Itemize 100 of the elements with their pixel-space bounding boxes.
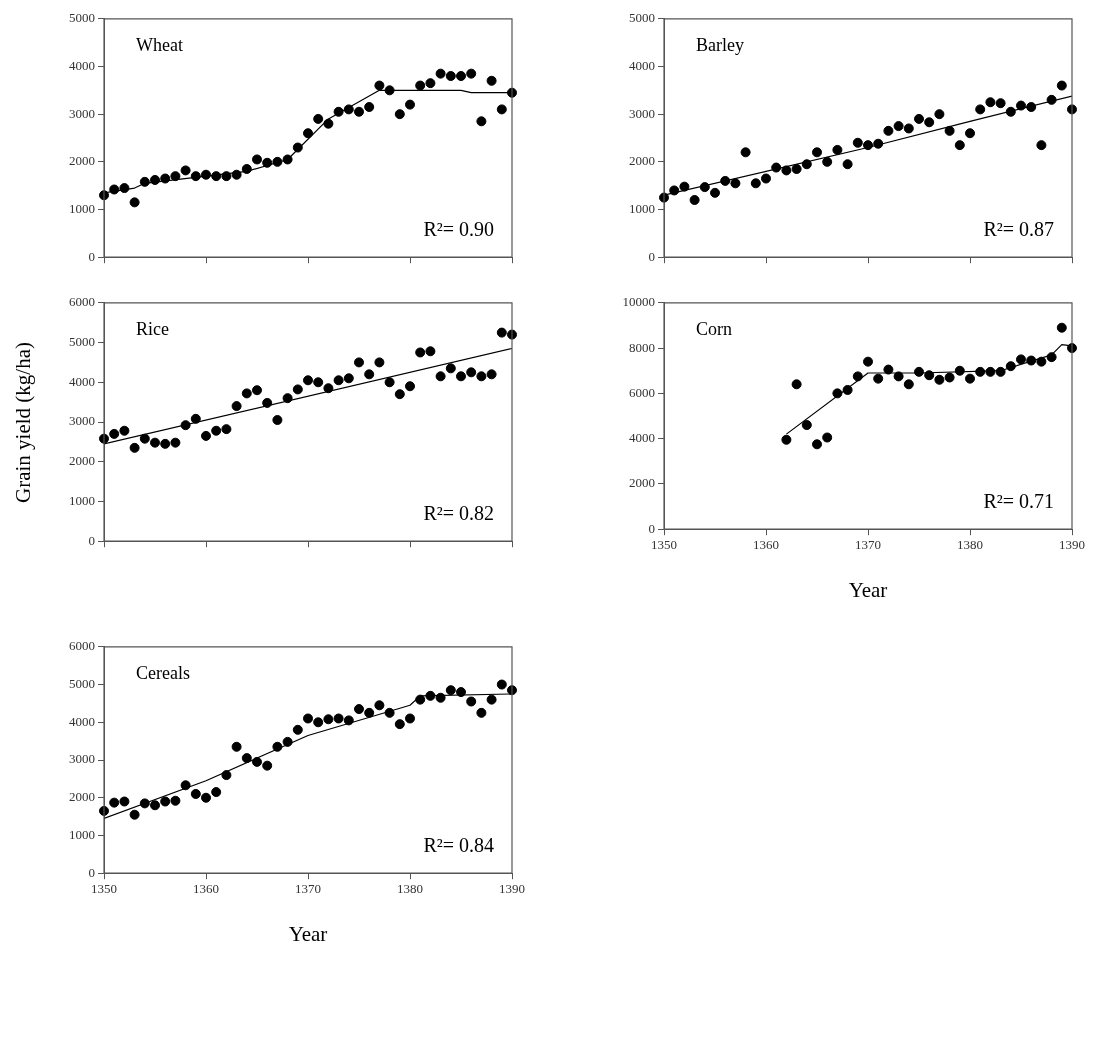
- point: [364, 369, 375, 380]
- y-tick-label: 4000: [69, 57, 95, 73]
- point: [272, 741, 283, 752]
- point: [1026, 102, 1037, 113]
- point: [272, 156, 283, 167]
- point: [466, 68, 477, 79]
- point: [863, 140, 873, 151]
- y-tick-label: 2000: [69, 153, 95, 169]
- point: [190, 413, 201, 424]
- point: [282, 736, 293, 747]
- x-tick-label: 1350: [91, 881, 117, 897]
- point: [995, 98, 1006, 109]
- point: [221, 770, 232, 781]
- point: [211, 425, 222, 436]
- point: [812, 439, 822, 450]
- annotation: R²= 0.82: [423, 502, 494, 525]
- y-tick-label: 1000: [69, 200, 95, 216]
- point: [415, 347, 426, 358]
- point: [180, 165, 191, 176]
- point: [425, 690, 436, 701]
- point: [364, 707, 375, 718]
- y-tick-label: 5000: [69, 675, 95, 691]
- y-tick-label: 5000: [629, 10, 655, 26]
- point: [985, 366, 996, 377]
- y-tick-label: 1000: [69, 492, 95, 508]
- y-tick-label: 6000: [629, 384, 655, 400]
- point: [282, 154, 293, 165]
- point: [466, 367, 477, 378]
- point: [842, 159, 853, 170]
- point: [476, 707, 487, 718]
- point: [486, 694, 497, 705]
- x-tick-label: 1360: [753, 537, 779, 553]
- point: [252, 756, 262, 767]
- point: [730, 178, 741, 189]
- point: [374, 700, 385, 711]
- point: [394, 389, 405, 400]
- point: [832, 144, 843, 155]
- point: [914, 113, 924, 124]
- point: [313, 717, 324, 728]
- point: [405, 99, 415, 110]
- point: [985, 97, 996, 108]
- point: [354, 357, 364, 368]
- y-tick-label: 4000: [629, 430, 655, 446]
- point: [221, 171, 232, 182]
- point: [456, 371, 466, 382]
- point: [466, 696, 477, 707]
- point: [679, 181, 690, 192]
- point: [893, 371, 904, 382]
- point: [924, 370, 935, 381]
- point: [425, 78, 436, 89]
- point: [241, 388, 252, 399]
- point: [129, 442, 140, 453]
- y-tick-label: 2000: [629, 153, 655, 169]
- point: [231, 169, 242, 180]
- y-tick-label: 5000: [69, 10, 95, 26]
- point: [241, 163, 252, 174]
- point: [914, 366, 924, 377]
- point: [190, 788, 201, 799]
- point: [303, 713, 313, 724]
- y-tick-label: 6000: [69, 638, 95, 654]
- y-tick-label: 0: [88, 864, 95, 880]
- point: [822, 156, 833, 167]
- x-axis-title: Year: [848, 577, 888, 602]
- point: [954, 365, 965, 376]
- point: [384, 85, 395, 96]
- point: [119, 183, 130, 194]
- y-tick-label: 3000: [69, 413, 95, 429]
- text: Wheat: [136, 34, 183, 55]
- x-tick-label: 1350: [651, 537, 677, 553]
- point: [374, 80, 385, 91]
- point: [394, 719, 405, 730]
- y-tick-label: 5000: [69, 333, 95, 349]
- point: [954, 140, 965, 151]
- point: [812, 147, 822, 158]
- annotation: R²= 0.87: [983, 218, 1054, 241]
- point: [903, 379, 914, 390]
- point: [170, 171, 181, 182]
- point: [252, 154, 262, 165]
- point: [303, 128, 313, 139]
- point: [415, 694, 426, 705]
- point: [201, 792, 211, 803]
- y-tick-label: 0: [648, 520, 655, 536]
- point: [343, 104, 354, 115]
- point: [109, 184, 120, 195]
- point: [170, 795, 181, 806]
- x-axis-title: Year: [288, 921, 328, 946]
- y-tick-label: 4000: [69, 713, 95, 729]
- x-tick-label: 1380: [397, 881, 423, 897]
- point: [1026, 355, 1037, 366]
- point: [873, 373, 884, 384]
- point: [1056, 80, 1067, 91]
- y-tick-label: 2000: [69, 453, 95, 469]
- y-tick-label: 3000: [69, 105, 95, 121]
- point: [445, 71, 456, 82]
- point: [669, 185, 680, 196]
- point: [292, 384, 303, 395]
- point: [975, 104, 986, 115]
- text: Corn: [696, 318, 732, 339]
- y-tick-label: 2000: [629, 475, 655, 491]
- text: Cereals: [136, 662, 190, 683]
